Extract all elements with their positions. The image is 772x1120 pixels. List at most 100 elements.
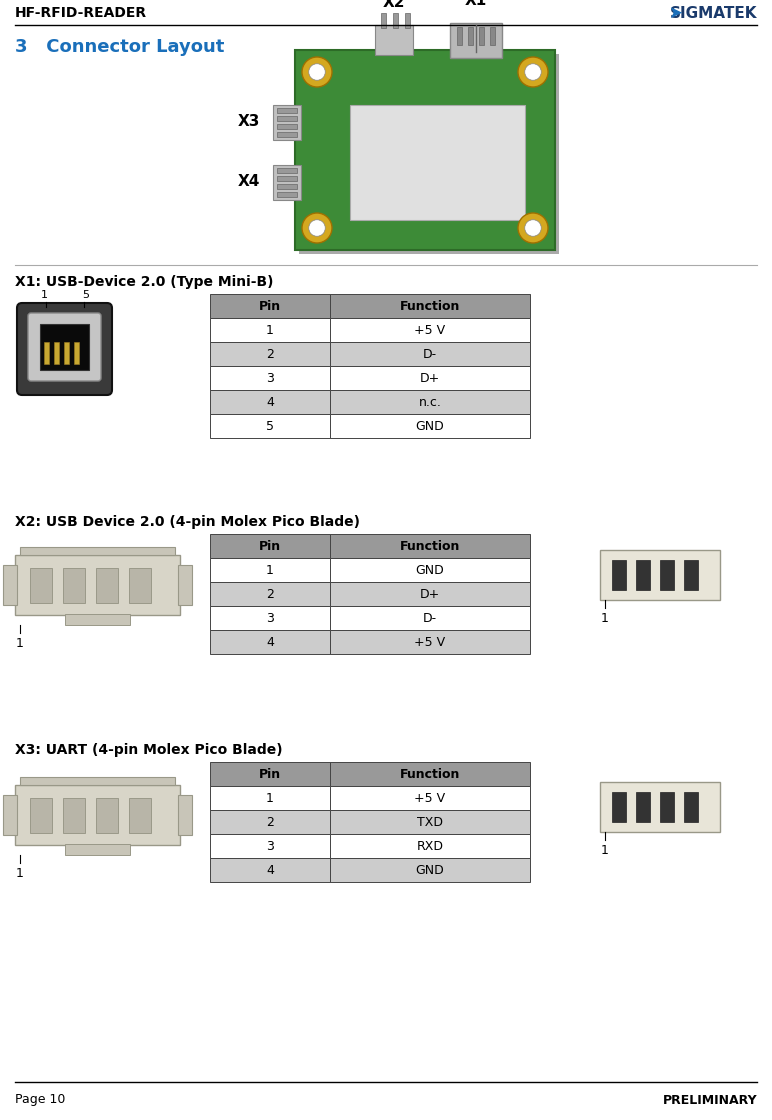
Bar — [65, 844, 130, 855]
Bar — [44, 342, 49, 364]
Bar — [684, 792, 698, 822]
Text: Function: Function — [400, 299, 460, 312]
Bar — [277, 192, 297, 197]
Bar — [330, 582, 530, 606]
Bar — [468, 27, 473, 45]
Circle shape — [309, 220, 325, 236]
Bar — [3, 795, 17, 836]
Bar — [277, 124, 297, 129]
Bar — [210, 366, 330, 390]
FancyBboxPatch shape — [28, 312, 101, 381]
Bar — [178, 795, 192, 836]
Circle shape — [525, 220, 541, 236]
Bar — [65, 614, 130, 625]
Bar — [273, 165, 301, 200]
Text: 3: 3 — [266, 612, 274, 625]
Bar — [210, 414, 330, 438]
Text: 4: 4 — [266, 864, 274, 877]
Bar — [393, 13, 398, 28]
Bar — [277, 132, 297, 137]
FancyBboxPatch shape — [17, 304, 112, 395]
Bar — [63, 568, 85, 603]
Bar — [210, 558, 330, 582]
Text: 1: 1 — [601, 844, 609, 857]
Text: HF-RFID-READER: HF-RFID-READER — [15, 6, 147, 20]
Bar — [450, 24, 502, 58]
Bar — [330, 762, 530, 786]
Bar — [277, 176, 297, 181]
Text: GND: GND — [415, 420, 445, 432]
Text: 2: 2 — [266, 815, 274, 829]
Text: n.c.: n.c. — [418, 395, 442, 409]
Circle shape — [302, 213, 332, 243]
Text: 1: 1 — [266, 792, 274, 804]
Bar — [96, 568, 118, 603]
Bar — [273, 105, 301, 140]
Text: Function: Function — [400, 540, 460, 552]
Text: 5: 5 — [83, 290, 90, 300]
Text: X2: X2 — [383, 0, 405, 10]
Text: D-: D- — [423, 612, 437, 625]
Circle shape — [525, 64, 541, 81]
Bar — [330, 606, 530, 629]
Circle shape — [309, 64, 325, 81]
Text: 1: 1 — [601, 612, 609, 625]
Bar — [490, 27, 495, 45]
Bar — [295, 50, 555, 250]
Bar — [210, 762, 330, 786]
Bar — [210, 858, 330, 883]
Bar — [330, 834, 530, 858]
Bar — [330, 295, 530, 318]
Text: ➤: ➤ — [668, 4, 682, 22]
Circle shape — [518, 57, 548, 87]
Text: 1: 1 — [266, 563, 274, 577]
Bar — [299, 54, 559, 254]
Text: 1: 1 — [16, 637, 24, 650]
Bar — [350, 105, 525, 220]
Bar — [330, 414, 530, 438]
Text: GND: GND — [415, 864, 445, 877]
Bar — [330, 858, 530, 883]
Text: X4: X4 — [238, 175, 260, 189]
Text: 3: 3 — [266, 840, 274, 852]
Bar — [210, 295, 330, 318]
Bar — [277, 108, 297, 113]
Bar — [20, 547, 175, 556]
Bar — [277, 168, 297, 172]
Bar — [457, 27, 462, 45]
Text: +5 V: +5 V — [415, 635, 445, 648]
Bar — [30, 797, 52, 833]
Bar — [330, 366, 530, 390]
Bar — [330, 786, 530, 810]
Text: 4: 4 — [266, 395, 274, 409]
Text: Pin: Pin — [259, 299, 281, 312]
Bar — [612, 560, 626, 590]
Text: 3: 3 — [266, 372, 274, 384]
Bar — [210, 318, 330, 342]
Text: Function: Function — [400, 767, 460, 781]
Text: PRELIMINARY: PRELIMINARY — [662, 1093, 757, 1107]
Circle shape — [518, 213, 548, 243]
Text: D+: D+ — [420, 588, 440, 600]
Text: 5: 5 — [266, 420, 274, 432]
Text: X1: X1 — [465, 0, 487, 8]
Bar — [64, 342, 69, 364]
Text: 1: 1 — [16, 867, 24, 880]
Bar — [277, 116, 297, 121]
Bar — [636, 560, 650, 590]
Text: 2: 2 — [266, 588, 274, 600]
Bar — [277, 184, 297, 189]
Bar — [330, 390, 530, 414]
Bar — [636, 792, 650, 822]
Bar — [330, 810, 530, 834]
Bar — [178, 564, 192, 605]
Bar — [74, 342, 79, 364]
Text: SIGMATEK: SIGMATEK — [669, 6, 757, 20]
Bar — [96, 797, 118, 833]
Circle shape — [302, 57, 332, 87]
Text: D+: D+ — [420, 372, 440, 384]
Text: D-: D- — [423, 347, 437, 361]
Text: +5 V: +5 V — [415, 324, 445, 336]
Bar — [479, 27, 484, 45]
Bar — [330, 558, 530, 582]
